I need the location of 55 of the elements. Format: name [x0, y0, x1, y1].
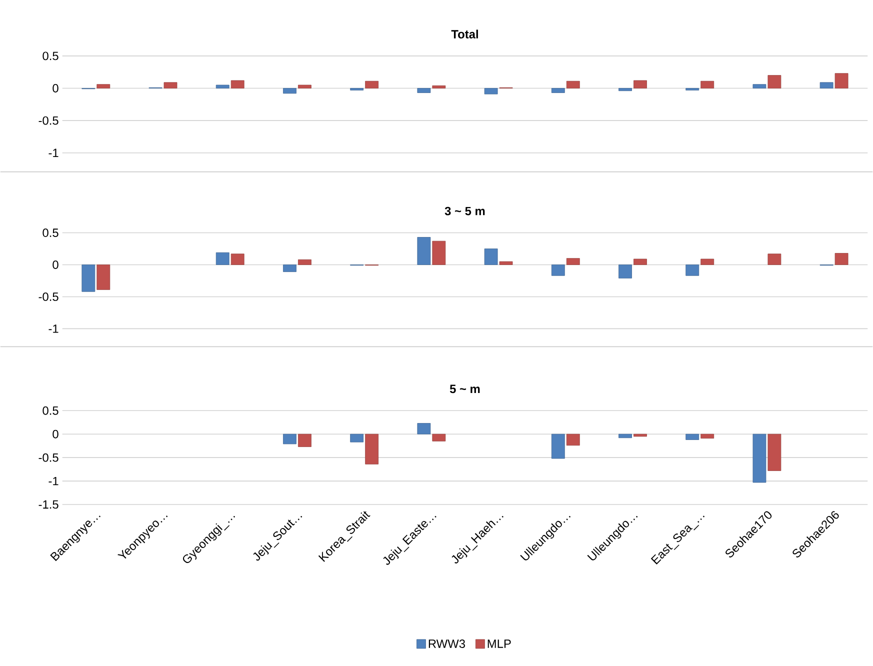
- bar: [834, 72, 848, 88]
- bar: [686, 264, 700, 276]
- bar: [834, 252, 848, 265]
- legend-label: MLP: [488, 639, 511, 648]
- bar: [551, 264, 565, 276]
- bar: [700, 80, 714, 88]
- bar: [365, 80, 379, 88]
- bar: [298, 84, 312, 88]
- bar: [768, 253, 782, 265]
- y-tick-label: 0: [52, 430, 58, 438]
- bar: [700, 258, 714, 265]
- bar: [484, 248, 498, 265]
- y-tick-label: 0: [52, 84, 58, 92]
- y-tick-label: -1: [48, 148, 58, 157]
- bar: [432, 240, 446, 265]
- bar: [432, 85, 446, 88]
- chart-title: 3 ~ 5 m: [444, 206, 485, 216]
- y-tick-label: -0.5: [38, 116, 58, 125]
- bar: [618, 264, 632, 278]
- bar: [298, 259, 312, 265]
- bar: [820, 82, 834, 88]
- bar: [551, 88, 565, 93]
- y-tick-label: -1.5: [38, 500, 58, 508]
- chart-title: Total: [451, 30, 478, 38]
- chart-title: 5 ~ m: [450, 384, 480, 393]
- bar: [417, 236, 431, 265]
- bar: [499, 261, 513, 265]
- bar: [230, 253, 244, 265]
- bar: [96, 264, 110, 290]
- bar: [618, 88, 632, 91]
- bar: [283, 264, 296, 272]
- bar: [566, 80, 580, 88]
- y-tick-label: 0.5: [42, 406, 58, 415]
- bar: [164, 82, 178, 88]
- bar: [230, 80, 244, 88]
- bar: [216, 252, 230, 265]
- y-tick-label: 0.5: [42, 228, 58, 237]
- y-tick-label: 0.5: [42, 52, 58, 60]
- y-tick-label: -0.5: [38, 292, 58, 301]
- bar: [634, 80, 647, 88]
- bar: [484, 88, 498, 94]
- bar: [283, 88, 296, 94]
- y-tick-label: -1: [48, 476, 58, 485]
- bar: [768, 74, 782, 88]
- y-tick-label: 0: [52, 260, 58, 269]
- legend-label: RWW3: [428, 639, 465, 648]
- bar: [417, 88, 431, 93]
- bar: [752, 84, 766, 88]
- y-tick-label: -0.5: [38, 453, 58, 462]
- bar: [96, 84, 110, 88]
- bar: [216, 84, 230, 88]
- y-tick-label: -1: [48, 324, 58, 333]
- bar: [634, 258, 647, 265]
- bar: [82, 264, 96, 292]
- bar: [566, 258, 580, 265]
